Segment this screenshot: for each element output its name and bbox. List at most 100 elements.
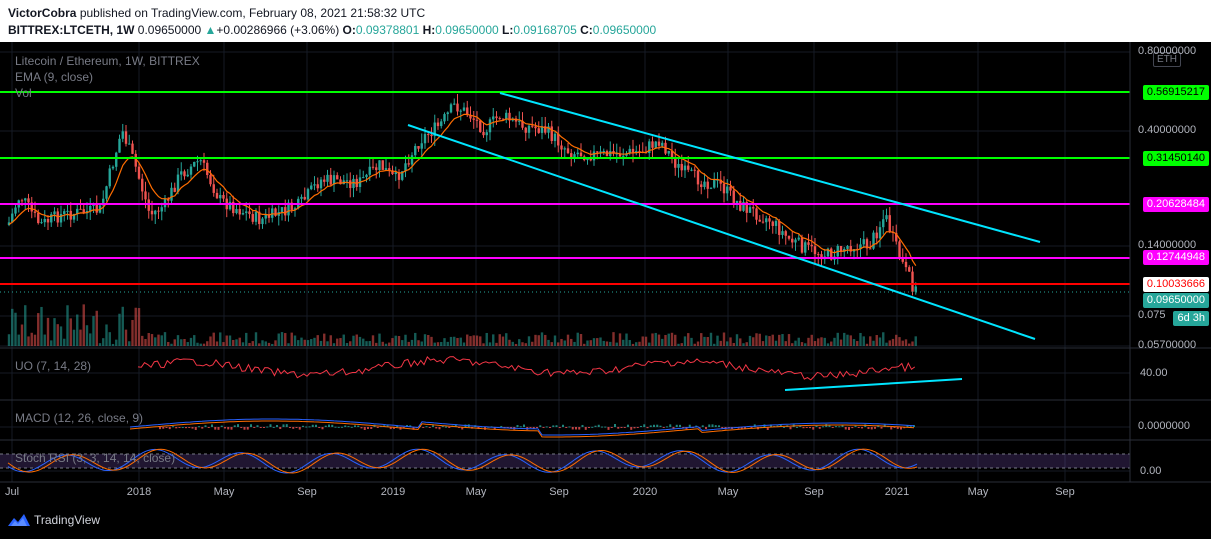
price-candle-body [202, 160, 206, 163]
price-candle-body [878, 227, 882, 239]
price-candle-body [79, 208, 82, 210]
macd-histogram-bar [851, 427, 854, 429]
price-candle-body [258, 211, 261, 225]
price-candle-body [826, 248, 830, 257]
volume-bar [297, 340, 300, 346]
volume-bar [40, 306, 43, 346]
volume-bar [401, 340, 404, 346]
volume-bar [134, 307, 137, 346]
volume-bar [547, 339, 550, 346]
price-candle-body [134, 153, 137, 167]
price-candle-body [846, 246, 849, 249]
time-axis-label: Jul [4, 486, 20, 498]
published-text: published on TradingView.com, February 0… [79, 6, 426, 20]
volume-bar [397, 336, 401, 346]
price-candle-body [154, 210, 157, 215]
stoch-rsi-legend[interactable]: Stoch RSI (3, 3, 14, 14, close) [15, 451, 176, 465]
author-name[interactable]: VictorCobra [8, 6, 77, 20]
symbol-ohlc-line: BITTREX:LTCETH, 1W 0.09650000 ▲+0.002869… [8, 23, 656, 37]
volume-bar [76, 314, 79, 346]
main-series-legend[interactable]: Litecoin / Ethereum, 1W, BITTREX [15, 54, 200, 68]
volume-bar [644, 336, 648, 346]
macd-histogram-bar [809, 427, 811, 429]
macd-histogram-bar [341, 426, 343, 428]
horizontal-levels[interactable] [0, 91, 1130, 293]
trend-channel[interactable] [407, 92, 1041, 340]
price-candle-body [82, 209, 85, 214]
close-value: 0.09650000 [592, 23, 657, 37]
price-candle-body [59, 214, 63, 223]
price-candle-body [693, 169, 696, 171]
macd-histogram-bar [308, 426, 311, 428]
tradingview-logo-icon[interactable] [7, 512, 31, 528]
volume-bar [384, 343, 388, 346]
volume-bar [66, 305, 69, 346]
volume-bar [719, 340, 722, 346]
volume-bar [339, 338, 342, 346]
price-candle-body [50, 214, 53, 223]
volume-bar [332, 343, 336, 346]
macd-histogram-bar [367, 427, 369, 430]
macd-histogram-bar [581, 424, 584, 427]
price-candle-body [316, 184, 319, 189]
chart-canvas[interactable] [0, 42, 1211, 505]
price-candle-body [904, 261, 908, 268]
macd-histogram-bar [708, 424, 711, 427]
price-candle-body [222, 195, 225, 199]
price-candle-body [427, 134, 430, 136]
price-candle-body [440, 121, 443, 127]
price-candle-body [765, 218, 768, 223]
price-candle-body [121, 131, 124, 139]
macd-histogram-bar [428, 427, 431, 428]
macd-histogram-bar [636, 427, 639, 428]
price-candle-body [274, 208, 277, 216]
price-candle-body [654, 141, 657, 148]
time-axis-label: May [213, 486, 235, 498]
price-candle-body [144, 191, 147, 200]
macd-histogram-bar [672, 427, 675, 430]
macd-histogram-bar [835, 426, 837, 428]
price-candle-body [778, 220, 781, 235]
macd-histogram-bar [318, 427, 321, 428]
volume-bar [355, 334, 358, 346]
volume-bar [771, 334, 774, 346]
macd-histogram-bar [545, 426, 548, 428]
price-candle-body [544, 126, 547, 133]
currency-tag[interactable]: ETH [1153, 52, 1181, 67]
price-candle-body [241, 213, 245, 215]
price-candle-body [882, 219, 885, 228]
price-candle-body [462, 107, 466, 111]
volume-bar [784, 341, 787, 346]
volume-bar [30, 332, 33, 346]
price-candle-body [423, 134, 427, 144]
volume-bar [345, 342, 349, 346]
price-candle-body [479, 120, 482, 132]
price-candle-body [508, 112, 511, 121]
stoch-scale-label: 0.00 [1140, 465, 1162, 477]
volume-bar [667, 333, 670, 346]
macd-histogram-bar [493, 427, 496, 430]
volume-bar [82, 304, 85, 346]
ema-legend[interactable]: EMA (9, close) [15, 70, 94, 84]
tradingview-brand[interactable]: TradingView [34, 513, 101, 527]
price-candle-body [193, 161, 196, 167]
volume-bar [436, 342, 440, 346]
volume-bar [664, 334, 667, 346]
macd-legend[interactable]: MACD (12, 26, close, 9) [15, 411, 144, 425]
volume-bar [453, 336, 456, 346]
uo-legend[interactable]: UO (7, 14, 28) [15, 359, 92, 373]
volume-bar [37, 313, 40, 346]
time-axis-label: 2019 [380, 486, 406, 498]
volume-bar [264, 341, 267, 346]
channel-lower-line [407, 124, 1036, 340]
volume-bar [839, 339, 843, 346]
macd-histogram-bar [315, 424, 317, 427]
price-candle-body [794, 239, 797, 243]
volume-bar [433, 342, 436, 346]
pane-separators [0, 42, 1211, 483]
price-candle-body [254, 211, 258, 222]
volume-legend[interactable]: Vol [15, 86, 32, 100]
volume-bar [92, 316, 95, 346]
volume-bar [810, 334, 813, 346]
macd-histogram-bar [246, 427, 249, 430]
